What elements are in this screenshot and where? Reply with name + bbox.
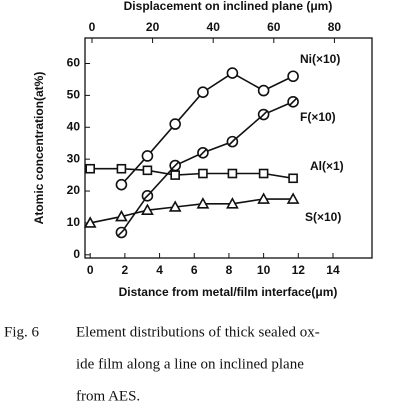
x2-axis-title: Displacement on inclined plane (μm) xyxy=(124,0,333,13)
caption-line: Element distributions of thick sealed ox… xyxy=(76,324,320,340)
marker xyxy=(115,209,128,222)
x-tick-label: 6 xyxy=(191,263,198,277)
marker-hatch xyxy=(259,110,268,119)
y-tick-label: 0 xyxy=(73,247,80,261)
x-tick-label: 10 xyxy=(257,263,271,277)
marker xyxy=(196,197,210,209)
marker xyxy=(116,163,127,174)
series-label: S(×10) xyxy=(305,210,341,224)
marker xyxy=(257,192,270,204)
x-tick-label: 14 xyxy=(326,263,340,277)
marker xyxy=(142,165,153,176)
x-tick-label: 8 xyxy=(226,263,233,277)
marker-hatch xyxy=(198,148,207,157)
marker-hatch xyxy=(289,97,298,106)
y-tick-label: 40 xyxy=(67,119,81,133)
x-axis-title: Distance from metal/film interface(μm) xyxy=(119,285,338,299)
marker xyxy=(227,168,238,179)
series-label: F(×10) xyxy=(300,110,336,124)
x2-tick-label: 0 xyxy=(89,20,96,34)
marker xyxy=(115,178,128,191)
marker xyxy=(141,203,154,215)
marker xyxy=(226,67,239,79)
y-tick-label: 10 xyxy=(67,215,81,229)
marker xyxy=(170,170,180,180)
marker xyxy=(288,173,298,184)
marker xyxy=(226,197,239,209)
x2-tick-label: 40 xyxy=(207,20,221,34)
x-tick-label: 0 xyxy=(87,263,94,277)
marker xyxy=(257,84,270,97)
marker xyxy=(198,168,208,179)
marker xyxy=(169,118,181,130)
marker xyxy=(197,86,209,99)
marker-hatch xyxy=(143,191,152,200)
x2-tick-label: 80 xyxy=(328,20,342,34)
marker xyxy=(141,150,154,162)
marker xyxy=(83,216,97,228)
series-label: Al(×1) xyxy=(310,159,344,173)
marker-hatch xyxy=(171,161,180,170)
x-tick-label: 2 xyxy=(122,263,129,277)
y-tick-label: 60 xyxy=(67,56,81,70)
marker xyxy=(287,70,299,83)
y-tick-label: 50 xyxy=(67,88,81,102)
series-label: Ni(×10) xyxy=(300,52,340,66)
x2-tick-label: 20 xyxy=(146,20,160,34)
marker-hatch xyxy=(117,228,126,237)
caption-line: ide film along a line on inclined plane xyxy=(76,356,304,372)
y-tick-label: 20 xyxy=(67,183,81,197)
y-axis-title: Atomic concentration(at%) xyxy=(32,72,46,225)
marker xyxy=(286,192,300,204)
caption-line: from AES. xyxy=(76,388,140,404)
marker xyxy=(168,200,182,212)
y-tick-label: 30 xyxy=(67,151,81,165)
series-line xyxy=(90,198,294,224)
x2-tick-label: 60 xyxy=(267,20,281,34)
marker-hatch xyxy=(228,137,237,146)
caption-label: Fig. 6 xyxy=(4,324,40,340)
marker xyxy=(85,163,96,174)
x-tick-label: 4 xyxy=(156,263,163,277)
marker xyxy=(258,168,269,179)
x-tick-label: 12 xyxy=(292,263,306,277)
